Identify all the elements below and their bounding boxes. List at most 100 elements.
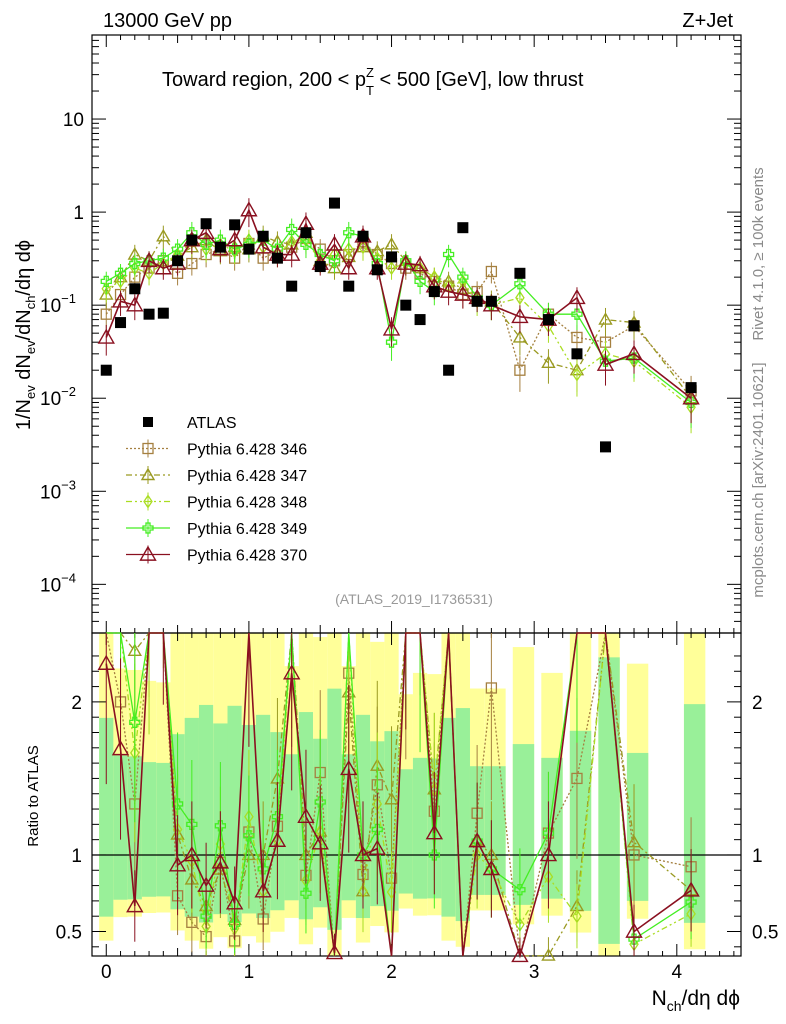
legend-entry: Pythia 6.428 346 [126, 439, 307, 459]
series-marker [454, 285, 472, 301]
ratio-marker [297, 807, 315, 824]
series-marker [100, 275, 112, 288]
series-marker [140, 251, 158, 268]
series-line [105, 231, 692, 399]
series-marker [514, 278, 526, 290]
atlas-point [400, 299, 412, 311]
ratio-marker [428, 849, 440, 861]
atlas-point [129, 283, 141, 295]
series-marker [254, 238, 272, 254]
series-marker [343, 227, 355, 239]
x-tick-label: 1 [244, 962, 255, 983]
ratio-marker [171, 798, 184, 810]
series-marker [571, 308, 583, 320]
ratio-marker [282, 664, 301, 680]
series-marker [598, 312, 613, 325]
y-axis-label: 1/Nev dNev/dNch/dη dϕ [13, 240, 38, 430]
atlas-point [514, 267, 526, 279]
series-marker [596, 355, 615, 371]
atlas-point [414, 314, 426, 326]
legend-label: Pythia 6.428 346 [187, 442, 307, 459]
series-marker [385, 336, 398, 348]
series-marker [282, 245, 301, 261]
ratio-marker [243, 830, 255, 842]
series-marker [111, 292, 130, 308]
legend-marker [143, 494, 153, 509]
series-marker [126, 296, 144, 312]
series-marker [511, 307, 529, 324]
ratio-y-tick-label-right: 0.5 [752, 923, 778, 944]
series-marker [515, 290, 525, 305]
atlas-point [371, 264, 383, 276]
series-line [106, 632, 692, 957]
series-line [105, 228, 692, 403]
ratio-marker [311, 834, 329, 850]
atlas-point [457, 222, 469, 234]
series-marker [457, 271, 469, 283]
atlas-point [428, 286, 440, 298]
y-tick-label: 10 [63, 110, 84, 131]
ratio-marker [97, 654, 115, 670]
series-marker [156, 228, 171, 242]
atlas-point [542, 314, 554, 326]
ratio-series-pythia-6-428-370 [97, 632, 700, 963]
ratio-band-green [227, 705, 242, 923]
title-suffix: < 500 [GeV], low thrust [374, 69, 584, 91]
ratio-marker [214, 820, 227, 832]
rivet-label: Rivet 4.1.0, ≥ 100k events [750, 167, 767, 340]
atlas-point [172, 255, 184, 267]
series-marker [228, 243, 241, 255]
ratio-band-green [412, 757, 428, 899]
y-tick-label: 1 [73, 203, 84, 224]
series-marker [325, 235, 344, 251]
ratio-band-green [683, 704, 706, 923]
series-line [106, 632, 692, 957]
series-marker [197, 223, 215, 240]
legend-marker [140, 467, 156, 481]
series-marker [514, 364, 526, 376]
ratio-marker [200, 910, 212, 922]
atlas-point [143, 308, 155, 320]
series-marker [442, 248, 455, 261]
series-marker [340, 259, 358, 275]
atlas-point [214, 241, 226, 253]
atlas-point [271, 252, 283, 264]
atlas-point [443, 364, 455, 376]
ratio-marker [625, 922, 643, 938]
legend-entry: Pythia 6.428 347 [126, 466, 307, 485]
legend: ATLAS Pythia 6.428 346 Pythia 6.428 347 Pyt… [126, 415, 307, 565]
y-tick-label: 10−1 [40, 291, 76, 317]
y-tick-label: 10−2 [40, 384, 76, 410]
series-marker [571, 331, 583, 344]
ratio-panel-series [97, 632, 700, 963]
legend-entry: Pythia 6.428 349 [126, 519, 307, 538]
analysis-id: (ATLAS_2019_I1736531) [335, 591, 493, 607]
series-line [105, 632, 692, 957]
ratio-marker [511, 946, 529, 963]
ratio-marker [368, 839, 386, 855]
atlas-point [328, 197, 340, 209]
ratio-y-tick-label-right: 2 [752, 693, 763, 714]
series-marker [625, 344, 643, 361]
site-label: mcplots.cern.ch [arXiv:2401.10621] [750, 362, 767, 597]
ratio-marker [354, 846, 372, 862]
title-prefix: Toward region, 200 < p [162, 69, 366, 91]
series-marker [384, 236, 399, 250]
process-label: Z+Jet [682, 10, 733, 32]
series-marker [101, 281, 112, 296]
ratio-band-green [441, 717, 456, 917]
series-marker [200, 238, 212, 251]
series-marker [414, 275, 426, 288]
series-marker [572, 367, 582, 382]
ratio-marker [325, 944, 344, 960]
ratio-marker [168, 856, 187, 872]
legend-entry: ATLAS [143, 415, 237, 432]
legend-label: ATLAS [187, 415, 237, 432]
series-marker [411, 256, 429, 272]
series-marker [240, 201, 258, 217]
atlas-point [229, 219, 241, 231]
series-marker [129, 257, 141, 270]
ratio-marker [340, 759, 358, 776]
legend-entry: Pythia 6.428 348 [126, 492, 307, 512]
series-marker [343, 241, 354, 257]
